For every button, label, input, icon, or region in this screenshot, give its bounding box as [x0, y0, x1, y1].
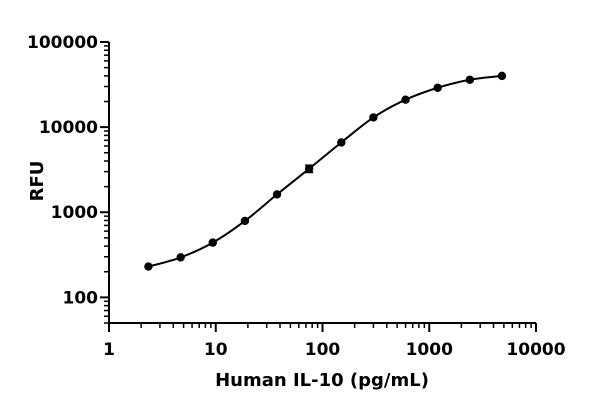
data-points — [144, 71, 507, 271]
axes — [108, 42, 536, 324]
data-point — [497, 71, 507, 81]
ticks — [100, 41, 537, 332]
y-tick-label: 10000 — [39, 118, 98, 138]
y-tick-label: 1000 — [51, 203, 98, 223]
data-point — [401, 95, 410, 104]
y-axis-title: RFU — [27, 161, 48, 202]
fit-curve — [148, 74, 503, 268]
data-point — [240, 216, 250, 226]
tick-labels: 100 1000 10000 100000 1 10 100 1000 10000 — [27, 33, 566, 360]
data-point — [272, 190, 282, 199]
data-point — [176, 253, 185, 262]
data-point — [208, 238, 217, 247]
data-point — [337, 138, 346, 147]
data-point — [369, 113, 378, 122]
data-point — [304, 164, 314, 173]
data-point — [465, 75, 475, 84]
y-tick-label: 100 — [63, 288, 99, 308]
x-tick-label: 10000 — [506, 340, 565, 360]
x-tick-label: 100 — [305, 340, 341, 360]
x-axis-title: Human IL-10 (pg/mL) — [215, 370, 429, 391]
data-point — [433, 83, 442, 92]
x-tick-label: 10 — [204, 340, 228, 360]
data-point — [144, 262, 153, 271]
x-tick-label: 1000 — [406, 340, 453, 360]
x-tick-label: 1 — [103, 340, 115, 360]
y-tick-label: 100000 — [27, 33, 98, 53]
